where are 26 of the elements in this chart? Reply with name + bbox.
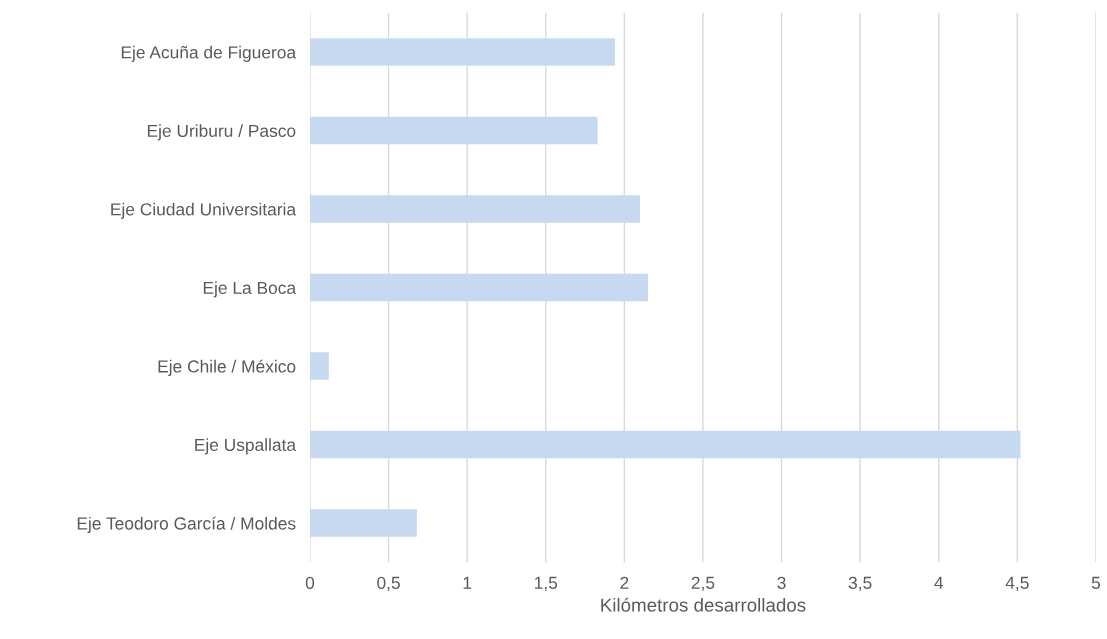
bar	[309, 352, 329, 380]
x-tick-label: 3,5	[848, 576, 872, 592]
y-tick-label: Eje Ciudad Universitaria	[111, 202, 297, 219]
x-axis-title: Kilómetros desarrollados	[601, 597, 806, 612]
y-tick-label: Eje La Boca	[203, 281, 297, 298]
x-tick-label: 2,5	[691, 576, 715, 592]
x-tick-label: 5	[1091, 576, 1101, 589]
bar	[309, 116, 598, 145]
y-tick-label: Eje Uspallata	[195, 438, 297, 455]
bar	[309, 273, 648, 302]
y-tick-label: Eje Chile / México	[158, 359, 296, 377]
x-tick-label: 4,5	[1005, 576, 1029, 592]
y-tick-label: Eje Teodoro García / Moldes	[77, 516, 296, 534]
y-tick-label: Eje Uriburu / Pasco	[147, 124, 296, 141]
bar	[309, 509, 417, 537]
x-tick-label: 1	[463, 576, 472, 589]
x-tick-label: 0,5	[377, 576, 400, 592]
x-tick-label: 0	[305, 576, 315, 589]
bar	[309, 195, 641, 223]
x-tick-label: 3	[777, 576, 786, 589]
y-tick-label: Eje Acuña de Figueroa	[121, 45, 297, 62]
x-tick-label: 1,5	[535, 576, 558, 592]
bar	[309, 430, 1021, 459]
bar	[309, 38, 615, 66]
x-tick-label: 4	[934, 576, 944, 589]
x-tick-label: 2	[620, 576, 629, 589]
